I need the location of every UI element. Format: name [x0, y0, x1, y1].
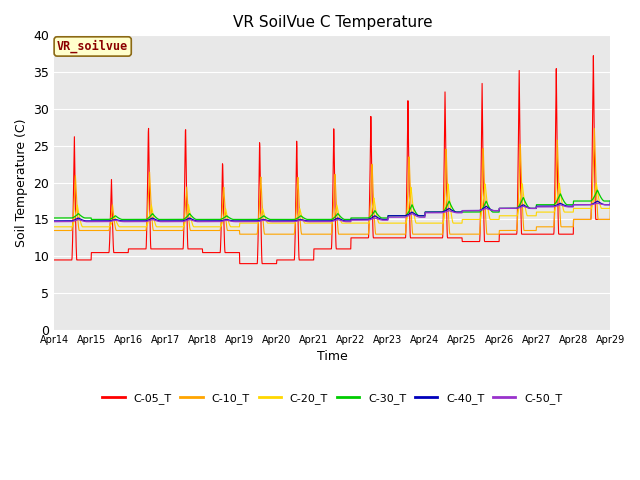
C-50_T [494, 208, 502, 214]
C-40_T [607, 198, 614, 204]
C-10_T [51, 228, 58, 233]
C-40_T [205, 218, 213, 224]
C-10_T [494, 231, 502, 237]
C-30_T [594, 187, 602, 193]
C-05_T [205, 250, 213, 255]
C-30_T [557, 193, 565, 199]
C-50_T [607, 200, 614, 206]
C-20_T [360, 220, 368, 226]
C-10_T [591, 126, 598, 132]
C-30_T [349, 215, 356, 221]
Line: C-05_T: C-05_T [54, 56, 611, 264]
C-05_T [589, 53, 597, 59]
C-05_T [494, 239, 502, 244]
C-20_T [607, 202, 614, 208]
C-20_T [205, 224, 213, 230]
Line: C-10_T: C-10_T [54, 129, 611, 234]
C-20_T [51, 224, 58, 230]
C-50_T [557, 202, 565, 208]
C-10_T [557, 224, 565, 230]
C-50_T [205, 219, 213, 225]
C-20_T [593, 180, 600, 186]
C-30_T [206, 216, 214, 222]
C-40_T [494, 208, 502, 214]
C-10_T [205, 228, 213, 233]
C-20_T [494, 216, 502, 222]
C-05_T [236, 261, 244, 266]
C-05_T [607, 216, 614, 222]
Line: C-30_T: C-30_T [54, 190, 611, 219]
Legend: C-05_T, C-10_T, C-20_T, C-30_T, C-40_T, C-50_T: C-05_T, C-10_T, C-20_T, C-30_T, C-40_T, … [98, 388, 567, 408]
C-30_T [607, 198, 614, 204]
C-10_T [349, 231, 356, 237]
C-20_T [348, 220, 356, 226]
Line: C-50_T: C-50_T [54, 203, 611, 222]
C-05_T [361, 235, 369, 241]
C-30_T [494, 209, 502, 215]
C-30_T [361, 215, 369, 221]
C-10_T [573, 216, 580, 222]
C-30_T [51, 215, 58, 221]
C-10_T [607, 202, 614, 208]
Line: C-40_T: C-40_T [54, 201, 611, 221]
C-50_T [573, 202, 580, 208]
Text: VR_soilvue: VR_soilvue [57, 40, 129, 53]
C-50_T [360, 217, 368, 223]
C-30_T [573, 198, 580, 204]
C-05_T [573, 216, 580, 222]
C-40_T [573, 202, 580, 208]
C-05_T [51, 257, 58, 263]
X-axis label: Time: Time [317, 350, 348, 363]
C-05_T [349, 235, 356, 241]
C-05_T [557, 231, 565, 237]
Line: C-20_T: C-20_T [54, 183, 611, 227]
C-40_T [51, 218, 58, 224]
C-40_T [557, 201, 565, 206]
C-40_T [348, 216, 356, 222]
C-40_T [360, 216, 368, 222]
C-50_T [348, 217, 356, 223]
C-20_T [557, 195, 565, 201]
Title: VR SoilVue C Temperature: VR SoilVue C Temperature [232, 15, 432, 30]
C-10_T [361, 231, 369, 237]
C-10_T [236, 231, 244, 237]
C-20_T [573, 205, 580, 211]
C-50_T [51, 219, 58, 225]
C-30_T [88, 216, 95, 222]
Y-axis label: Soil Temperature (C): Soil Temperature (C) [15, 119, 28, 247]
